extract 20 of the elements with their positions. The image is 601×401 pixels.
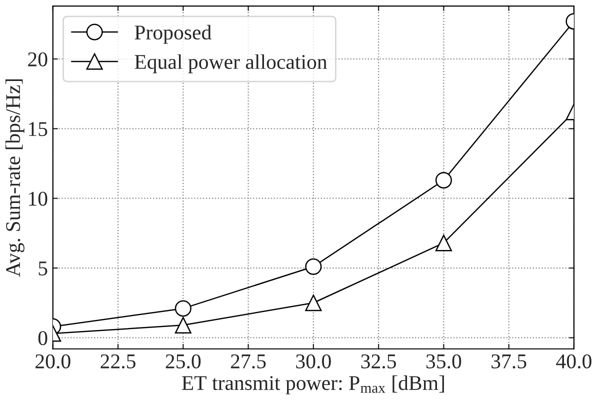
- point: [305, 258, 322, 275]
- y-axis-title: Avg. Sum-rate [bps/Hz]: [5, 79, 24, 277]
- x-tick-label: 35.0: [426, 354, 462, 368]
- point: [305, 294, 322, 312]
- x-tick-label: 32.5: [361, 354, 396, 368]
- y-tick-label: 0: [38, 331, 48, 346]
- x-tick-label: 30.0: [296, 354, 331, 368]
- x-tick-label: 22.5: [100, 354, 136, 368]
- y-tick-label: 5: [38, 262, 48, 276]
- x-tick-label: 37.5: [492, 354, 526, 368]
- x-tick-label: 27.5: [230, 354, 266, 368]
- y-tick-label: 20: [28, 52, 48, 66]
- legend-label: Equal power allocation: [134, 54, 328, 74]
- legend-label: Proposed: [134, 24, 212, 44]
- x-tick-label: 25.0: [166, 354, 201, 368]
- x-axis-title: ET transmit power: P$_{max}$ [dBm]: [182, 375, 444, 394]
- x-tick-label: 20.0: [36, 354, 70, 368]
- x-tick-label: 40.0: [556, 354, 592, 368]
- y-tick-label: 15: [29, 122, 48, 136]
- y-tick-label: 10: [29, 192, 48, 206]
